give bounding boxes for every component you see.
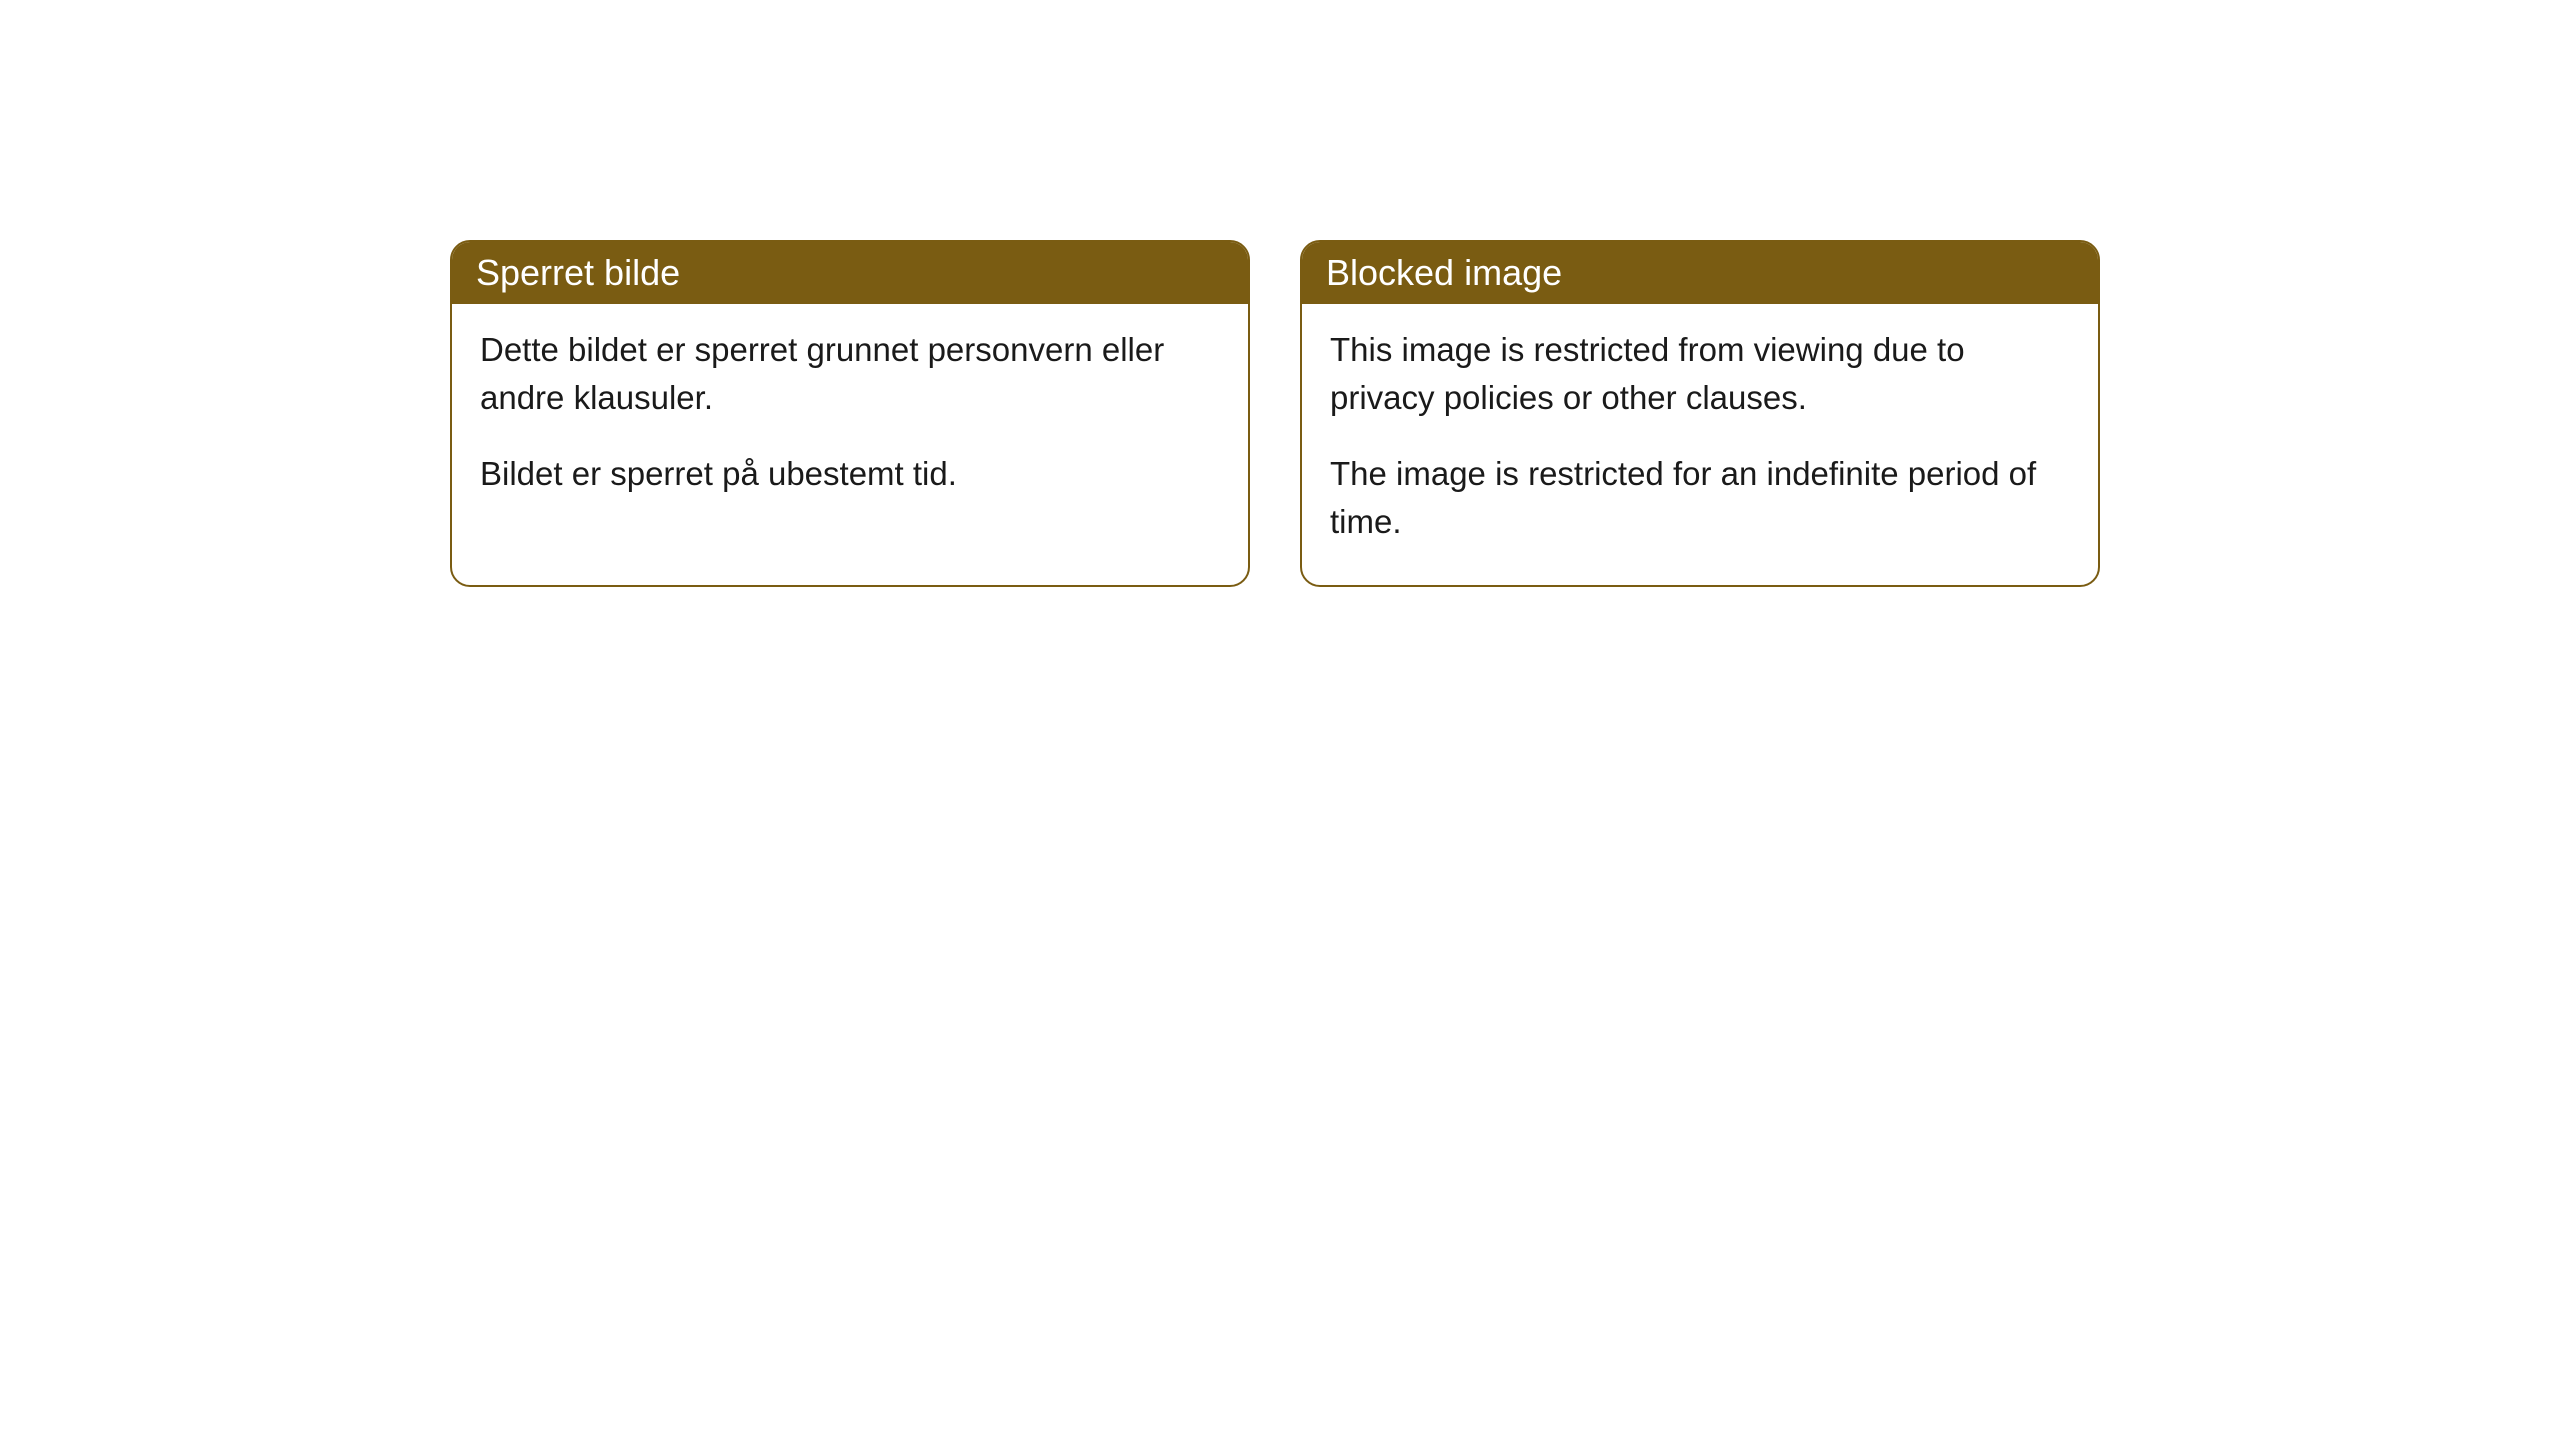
card-paragraph-2-norwegian: Bildet er sperret på ubestemt tid. [480,450,1220,498]
card-title-norwegian: Sperret bilde [476,252,680,293]
notice-card-norwegian: Sperret bilde Dette bildet er sperret gr… [450,240,1250,587]
card-body-norwegian: Dette bildet er sperret grunnet personve… [452,304,1248,538]
notice-cards-container: Sperret bilde Dette bildet er sperret gr… [450,240,2100,587]
card-paragraph-2-english: The image is restricted for an indefinit… [1330,450,2070,546]
card-header-norwegian: Sperret bilde [452,242,1248,304]
card-paragraph-1-english: This image is restricted from viewing du… [1330,326,2070,422]
notice-card-english: Blocked image This image is restricted f… [1300,240,2100,587]
card-paragraph-1-norwegian: Dette bildet er sperret grunnet personve… [480,326,1220,422]
card-body-english: This image is restricted from viewing du… [1302,304,2098,585]
card-header-english: Blocked image [1302,242,2098,304]
card-title-english: Blocked image [1326,252,1562,293]
